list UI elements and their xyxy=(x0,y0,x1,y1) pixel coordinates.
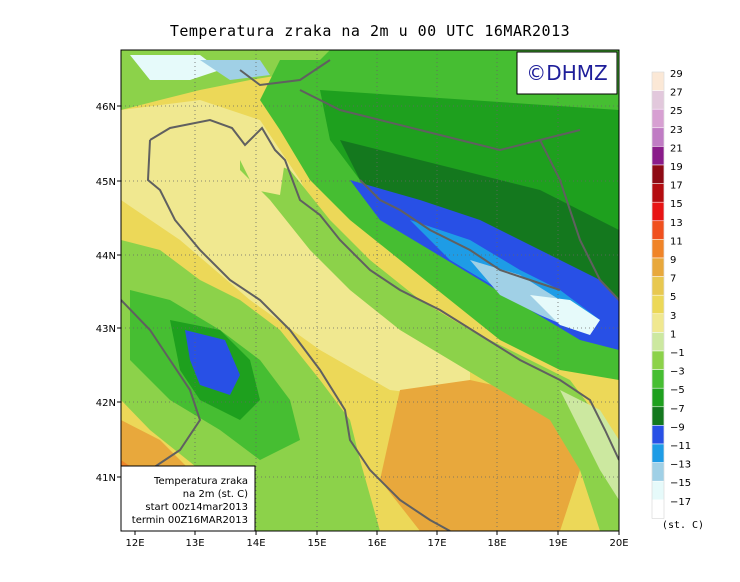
logo-text: ©DHMZ xyxy=(526,61,607,85)
lon-label: 15E xyxy=(307,538,326,549)
legend-swatch xyxy=(651,90,665,110)
legend-swatch xyxy=(651,239,665,259)
lat-label: 43N xyxy=(96,324,116,335)
lat-labels: 46N 45N 44N 43N 42N 41N xyxy=(96,102,121,484)
legend-swatch xyxy=(651,71,665,91)
lon-label: 13E xyxy=(185,538,204,549)
legend-swatch xyxy=(651,220,665,240)
legend-swatch xyxy=(651,127,665,147)
coastlines xyxy=(121,59,619,531)
plot-frame xyxy=(120,49,620,532)
legend-label: −5 xyxy=(670,385,685,396)
info-line-4: termin 00Z16MAR2013 xyxy=(132,515,248,526)
legend-swatch xyxy=(651,443,665,463)
legend-label: −3 xyxy=(670,367,685,378)
legend-label: 21 xyxy=(670,143,683,154)
lon-labels: 12E 13E 14E 15E 16E 17E 18E 19E 20E xyxy=(125,531,629,549)
lon-label: 14E xyxy=(246,538,265,549)
legend-label: 23 xyxy=(670,125,683,136)
legend-swatch xyxy=(651,499,665,519)
legend-label: 29 xyxy=(670,69,683,80)
lat-label: 44N xyxy=(96,251,116,262)
legend-label: 13 xyxy=(670,218,683,229)
legend-swatch xyxy=(651,462,665,482)
legend-swatch xyxy=(651,276,665,296)
dhmz-logo: ©DHMZ xyxy=(516,51,618,95)
legend-swatch xyxy=(651,108,665,129)
lon-label: 17E xyxy=(427,538,446,549)
color-legend: 29 27 25 23 21 19 17 15 13 11 9 7 5 3 1 −1 −3 −5 −7 −9 −11 −1… xyxy=(651,69,691,519)
legend-label: −11 xyxy=(670,441,691,452)
legend-swatch xyxy=(651,146,665,166)
info-line-2: na 2m (st. C) xyxy=(183,489,248,500)
legend-label: 1 xyxy=(670,329,676,340)
legend-label: −15 xyxy=(670,478,691,489)
legend-swatch xyxy=(651,257,665,277)
legend-swatch xyxy=(651,332,665,352)
legend-swatch xyxy=(651,369,665,389)
legend-swatch xyxy=(651,350,665,370)
legend-swatch xyxy=(651,201,665,222)
legend-label: 27 xyxy=(670,88,683,99)
lon-label: 19E xyxy=(548,538,567,549)
legend-swatch xyxy=(651,406,665,426)
legend-label: −17 xyxy=(670,497,691,508)
legend-label: 5 xyxy=(670,292,676,303)
map-title: Temperatura zraka na 2m u 00 UTC 16MAR20… xyxy=(169,22,571,40)
legend-swatch xyxy=(651,313,665,333)
legend-label: 9 xyxy=(670,255,676,266)
lat-label: 42N xyxy=(96,398,116,409)
legend-frame xyxy=(651,71,665,519)
lon-label: 18E xyxy=(487,538,506,549)
legend-label: 11 xyxy=(670,236,683,247)
info-box: Temperatura zraka na 2m (st. C) start 00… xyxy=(120,465,256,532)
lon-label: 12E xyxy=(125,538,144,549)
legend-label: −7 xyxy=(670,404,685,415)
legend-label: 3 xyxy=(670,311,676,322)
legend-label: 15 xyxy=(670,199,683,210)
legend-swatch xyxy=(651,164,665,184)
lat-label: 41N xyxy=(96,473,116,484)
legend-label: 25 xyxy=(670,106,683,117)
legend-label: −1 xyxy=(670,348,685,359)
grid xyxy=(121,50,619,531)
legend-label: 17 xyxy=(670,181,683,192)
legend-label: 19 xyxy=(670,162,683,173)
lat-label: 46N xyxy=(96,102,116,113)
legend-swatch xyxy=(651,387,665,408)
legend-swatch xyxy=(651,480,665,501)
legend-unit: (st. C) xyxy=(662,520,704,531)
legend-label: −13 xyxy=(670,460,691,471)
legend-swatch xyxy=(651,294,665,315)
lat-label: 45N xyxy=(96,177,116,188)
legend-label: 7 xyxy=(670,274,676,285)
info-line-1: Temperatura zraka xyxy=(153,476,248,487)
legend-label: −9 xyxy=(670,422,685,433)
legend-swatch xyxy=(651,183,665,203)
legend-swatch xyxy=(651,425,665,445)
info-line-3: start 00z14mar2013 xyxy=(145,502,248,513)
lon-label: 16E xyxy=(367,538,386,549)
lon-label: 20E xyxy=(609,538,628,549)
